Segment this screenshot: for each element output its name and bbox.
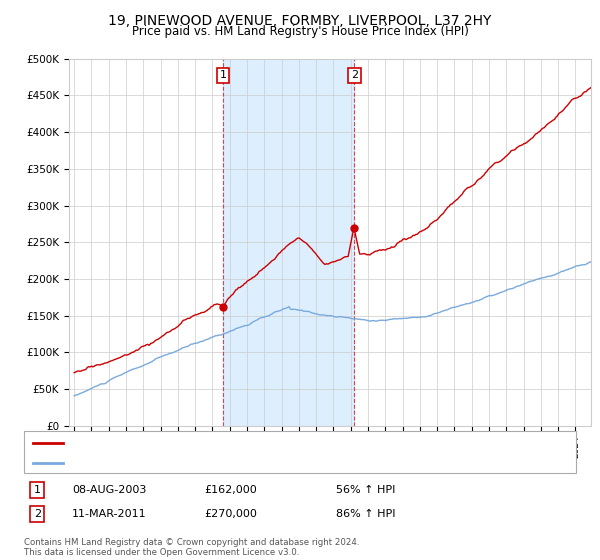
Text: £270,000: £270,000 bbox=[204, 509, 257, 519]
Text: 11-MAR-2011: 11-MAR-2011 bbox=[72, 509, 146, 519]
Text: Price paid vs. HM Land Registry's House Price Index (HPI): Price paid vs. HM Land Registry's House … bbox=[131, 25, 469, 38]
Text: HPI: Average price, semi-detached house, Sefton: HPI: Average price, semi-detached house,… bbox=[69, 458, 325, 468]
Text: £162,000: £162,000 bbox=[204, 485, 257, 495]
Text: 1: 1 bbox=[220, 71, 226, 80]
Text: Contains HM Land Registry data © Crown copyright and database right 2024.
This d: Contains HM Land Registry data © Crown c… bbox=[24, 538, 359, 557]
Text: 19, PINEWOOD AVENUE, FORMBY, LIVERPOOL, L37 2HY (semi-detached house): 19, PINEWOOD AVENUE, FORMBY, LIVERPOOL, … bbox=[69, 438, 479, 448]
Text: 86% ↑ HPI: 86% ↑ HPI bbox=[336, 509, 395, 519]
Text: 56% ↑ HPI: 56% ↑ HPI bbox=[336, 485, 395, 495]
Bar bbox=[223, 59, 354, 426]
Text: 1: 1 bbox=[34, 485, 41, 495]
Text: 08-AUG-2003: 08-AUG-2003 bbox=[72, 485, 146, 495]
Text: 2: 2 bbox=[34, 509, 41, 519]
Text: 19, PINEWOOD AVENUE, FORMBY, LIVERPOOL, L37 2HY: 19, PINEWOOD AVENUE, FORMBY, LIVERPOOL, … bbox=[109, 14, 491, 28]
Text: 2: 2 bbox=[350, 71, 358, 80]
